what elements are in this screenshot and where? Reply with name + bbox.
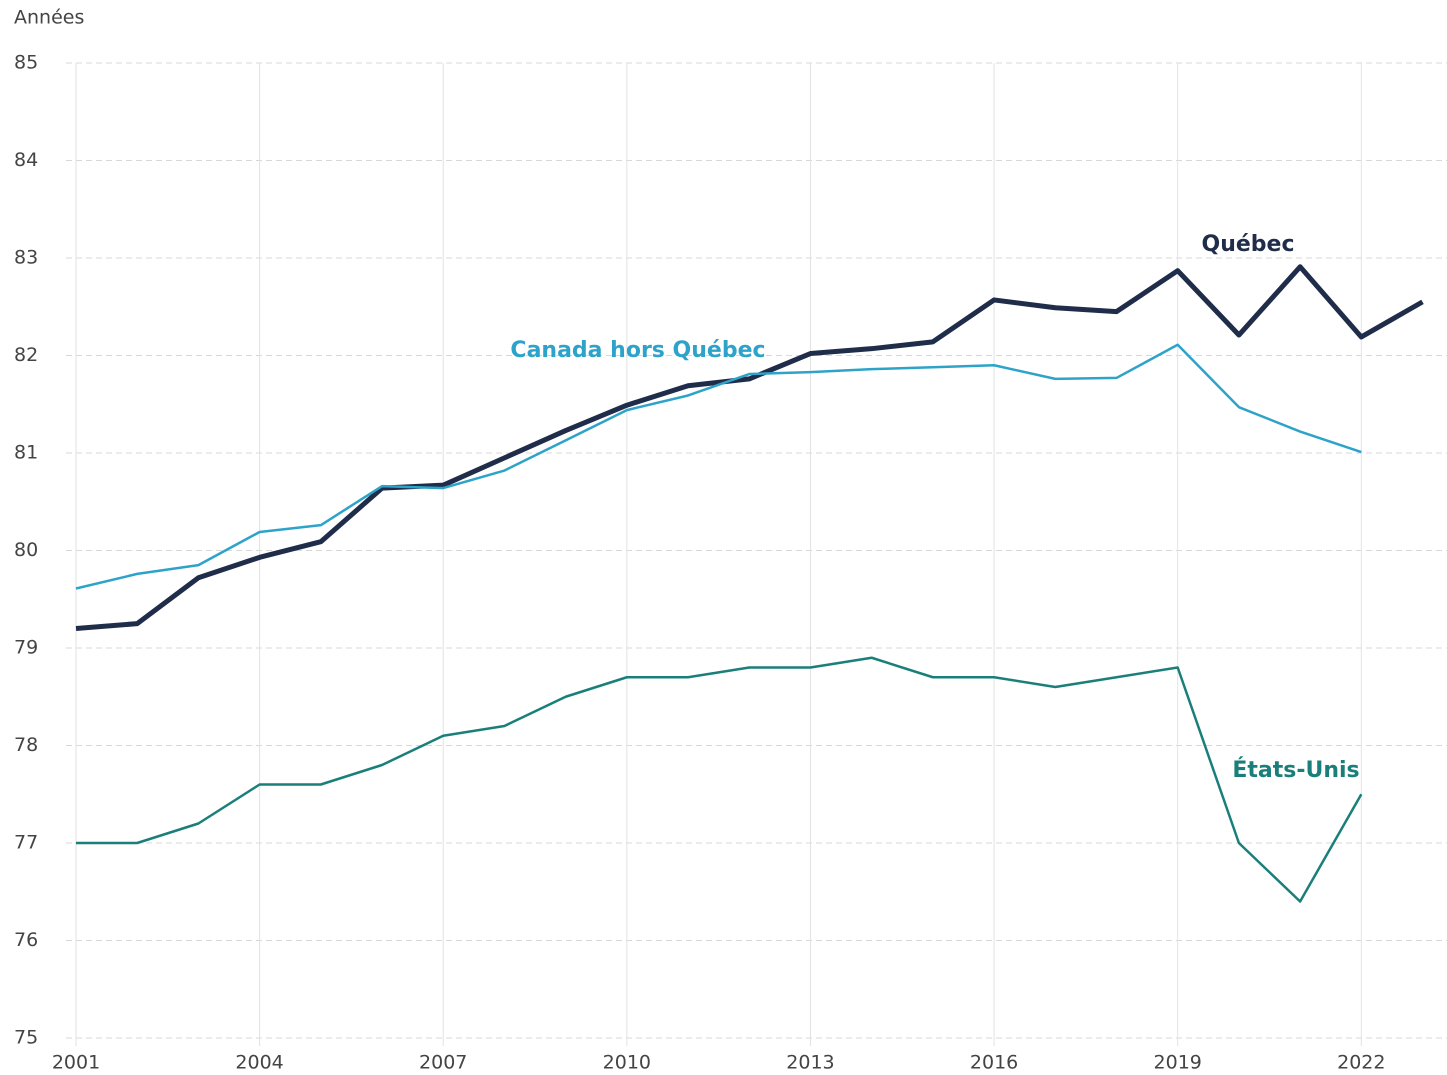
y-tick-label: 82	[14, 344, 38, 366]
y-tick-label: 76	[14, 929, 38, 951]
y-tick-label: 83	[14, 247, 38, 269]
y-tick-label: 78	[14, 734, 38, 756]
series-label: Canada hors Québec	[510, 338, 765, 363]
x-tick-label: 2016	[970, 1052, 1018, 1074]
series-line	[75, 343, 1362, 590]
y-tick-label: 85	[14, 52, 38, 74]
x-tick-label: 2022	[1337, 1052, 1385, 1074]
y-tick-label: 77	[14, 832, 38, 854]
y-tick-label: 81	[14, 442, 38, 464]
x-tick-label: 2004	[235, 1052, 283, 1074]
series-label: États-Unis	[1232, 757, 1359, 783]
series-line	[76, 656, 1363, 903]
x-tick-label: 2007	[419, 1052, 467, 1074]
y-tick-label: 79	[14, 637, 38, 659]
x-tick-label: 2001	[52, 1052, 100, 1074]
x-tick-label: 2010	[603, 1052, 651, 1074]
y-tick-label: 80	[14, 539, 38, 561]
y-tick-label: 84	[14, 149, 38, 171]
y-axis-label: Années	[14, 7, 84, 29]
x-tick-label: 2019	[1154, 1052, 1202, 1074]
series-label: Québec	[1202, 232, 1295, 257]
y-tick-label: 75	[14, 1027, 38, 1049]
x-tick-label: 2013	[786, 1052, 834, 1074]
series-line	[75, 264, 1424, 631]
